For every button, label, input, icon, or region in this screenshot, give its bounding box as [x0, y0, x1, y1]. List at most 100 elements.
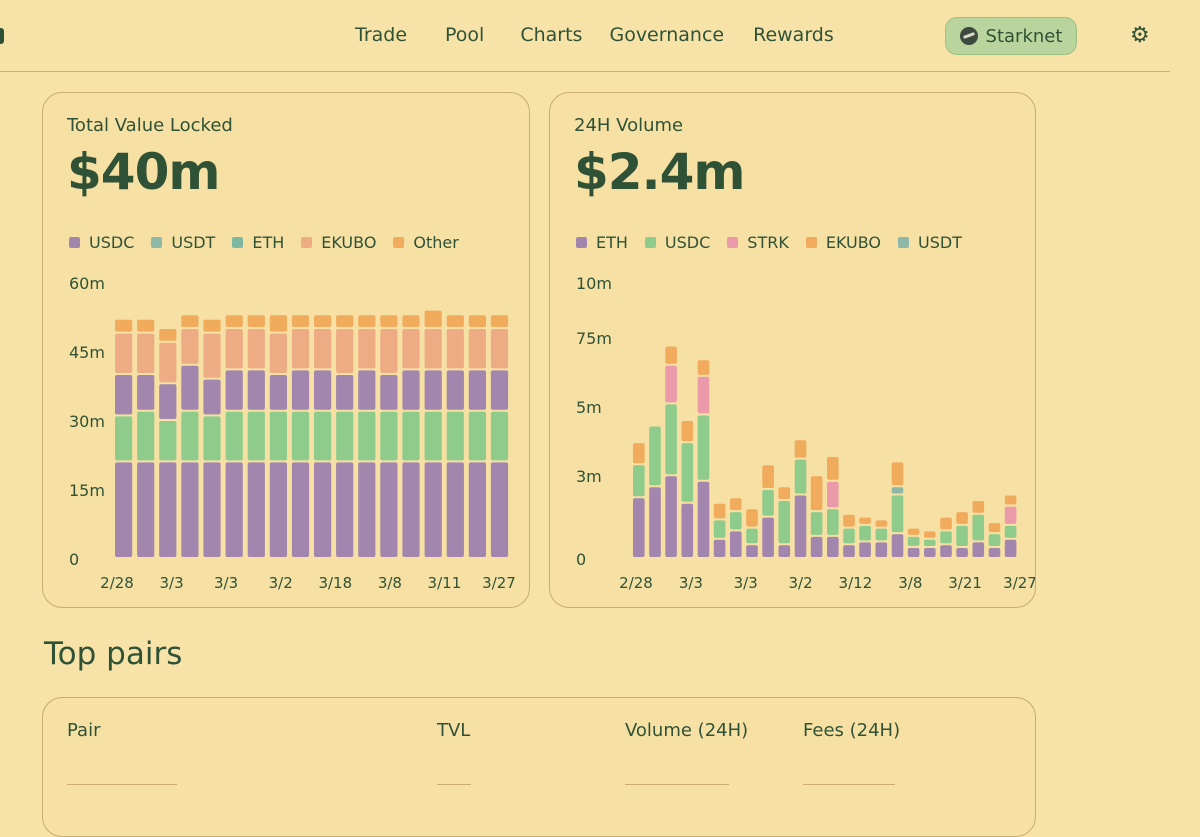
- volume-bar-segment[interactable]: [843, 528, 855, 544]
- tvl-bar-segment[interactable]: [358, 370, 376, 410]
- tvl-bar-segment[interactable]: [291, 329, 310, 369]
- volume-bar-segment[interactable]: [827, 456, 839, 480]
- tvl-bar-segment[interactable]: [159, 421, 177, 461]
- tvl-bar-segment[interactable]: [269, 462, 287, 557]
- tvl-bar-segment[interactable]: [336, 375, 354, 410]
- volume-bar-segment[interactable]: [988, 534, 1001, 546]
- volume-bar-segment[interactable]: [649, 426, 661, 486]
- tvl-bar-segment[interactable]: [314, 411, 332, 461]
- gear-icon[interactable]: ⚙: [1130, 23, 1150, 48]
- volume-bar-segment[interactable]: [988, 523, 1001, 533]
- volume-bar-segment[interactable]: [681, 421, 694, 442]
- volume-bar-segment[interactable]: [697, 360, 710, 375]
- volume-bar-segment[interactable]: [859, 525, 871, 541]
- logo-icon[interactable]: [0, 28, 4, 44]
- tvl-bar-segment[interactable]: [446, 329, 464, 369]
- tvl-bar-segment[interactable]: [159, 462, 177, 557]
- tvl-bar-segment[interactable]: [424, 329, 442, 369]
- column-header-pair[interactable]: Pair: [67, 720, 101, 741]
- volume-bar-segment[interactable]: [810, 476, 823, 511]
- tvl-bar-segment[interactable]: [446, 370, 464, 410]
- tvl-bar-segment[interactable]: [358, 315, 376, 327]
- tvl-bar-segment[interactable]: [115, 416, 133, 461]
- tvl-bar-segment[interactable]: [181, 462, 199, 557]
- tvl-bar-segment[interactable]: [137, 375, 155, 410]
- tvl-bar-segment[interactable]: [115, 333, 133, 373]
- volume-bar-segment[interactable]: [1004, 506, 1017, 524]
- tvl-bar-segment[interactable]: [159, 342, 177, 383]
- tvl-bar-segment[interactable]: [269, 411, 287, 461]
- tvl-bar-segment[interactable]: [468, 462, 486, 557]
- tvl-bar-segment[interactable]: [203, 462, 221, 557]
- tvl-bar-segment[interactable]: [336, 329, 354, 373]
- tvl-bar-segment[interactable]: [225, 329, 243, 369]
- volume-bar-segment[interactable]: [940, 517, 952, 530]
- tvl-bar-segment[interactable]: [247, 370, 265, 410]
- volume-bar-segment[interactable]: [778, 501, 791, 544]
- tvl-bar-segment[interactable]: [490, 315, 509, 327]
- tvl-bar-segment[interactable]: [446, 315, 464, 327]
- tvl-bar-segment[interactable]: [336, 462, 354, 557]
- volume-bar-segment[interactable]: [1004, 525, 1017, 538]
- tvl-bar-segment[interactable]: [336, 315, 354, 327]
- volume-bar-segment[interactable]: [972, 501, 985, 513]
- volume-bar-segment[interactable]: [956, 525, 968, 546]
- volume-bar-segment[interactable]: [891, 495, 904, 533]
- tvl-bar-segment[interactable]: [247, 462, 265, 557]
- tvl-bar-segment[interactable]: [358, 462, 376, 557]
- volume-bar-segment[interactable]: [988, 548, 1001, 557]
- volume-bar-segment[interactable]: [859, 517, 871, 524]
- volume-bar-segment[interactable]: [713, 539, 726, 557]
- tvl-bar-segment[interactable]: [115, 375, 133, 415]
- volume-bar-segment[interactable]: [730, 531, 742, 557]
- volume-bar-segment[interactable]: [730, 512, 742, 530]
- tvl-bar-segment[interactable]: [203, 379, 221, 415]
- volume-bar-segment[interactable]: [956, 512, 968, 524]
- volume-bar-segment[interactable]: [746, 528, 758, 544]
- tvl-bar-segment[interactable]: [137, 462, 155, 557]
- volume-bar-segment[interactable]: [633, 498, 645, 557]
- volume-bar-segment[interactable]: [746, 545, 758, 557]
- tvl-bar-segment[interactable]: [402, 462, 420, 557]
- volume-bar-segment[interactable]: [827, 509, 839, 535]
- volume-bar-segment[interactable]: [1004, 539, 1017, 557]
- volume-bar-segment[interactable]: [940, 531, 952, 544]
- nav-link-governance[interactable]: Governance: [609, 24, 725, 46]
- tvl-bar-segment[interactable]: [181, 315, 199, 327]
- nav-link-pool[interactable]: Pool: [445, 24, 485, 46]
- tvl-bar-segment[interactable]: [269, 315, 287, 332]
- tvl-bar-segment[interactable]: [490, 329, 509, 369]
- tvl-bar-segment[interactable]: [314, 329, 332, 369]
- tvl-bar-segment[interactable]: [225, 411, 243, 461]
- tvl-bar-segment[interactable]: [446, 411, 464, 461]
- tvl-bar-segment[interactable]: [137, 319, 155, 332]
- volume-bar-segment[interactable]: [940, 545, 952, 557]
- tvl-bar-segment[interactable]: [446, 462, 464, 557]
- volume-bar-segment[interactable]: [843, 514, 855, 527]
- volume-bar-segment[interactable]: [907, 536, 920, 546]
- volume-bar-segment[interactable]: [713, 503, 726, 519]
- tvl-bar-segment[interactable]: [424, 462, 442, 557]
- volume-bar-segment[interactable]: [827, 481, 839, 508]
- volume-bar-segment[interactable]: [746, 509, 758, 527]
- tvl-bar-segment[interactable]: [203, 416, 221, 461]
- volume-bar-segment[interactable]: [924, 539, 936, 546]
- nav-link-trade[interactable]: Trade: [355, 24, 408, 46]
- volume-bar-segment[interactable]: [665, 346, 677, 364]
- tvl-bar-segment[interactable]: [380, 329, 398, 373]
- volume-bar-segment[interactable]: [810, 512, 823, 535]
- volume-bar-segment[interactable]: [972, 542, 985, 557]
- volume-bar-segment[interactable]: [778, 545, 791, 557]
- tvl-bar-segment[interactable]: [424, 411, 442, 461]
- volume-bar-segment[interactable]: [762, 490, 774, 516]
- tvl-bar-segment[interactable]: [358, 411, 376, 461]
- volume-bar-segment[interactable]: [1004, 495, 1017, 505]
- volume-bar-segment[interactable]: [633, 443, 645, 464]
- volume-bar-segment[interactable]: [875, 520, 888, 527]
- tvl-bar-segment[interactable]: [380, 411, 398, 461]
- tvl-bar-segment[interactable]: [181, 329, 199, 364]
- tvl-bar-segment[interactable]: [137, 333, 155, 373]
- volume-bar-segment[interactable]: [907, 548, 920, 557]
- volume-bar-segment[interactable]: [697, 481, 710, 557]
- tvl-bar-segment[interactable]: [402, 315, 420, 327]
